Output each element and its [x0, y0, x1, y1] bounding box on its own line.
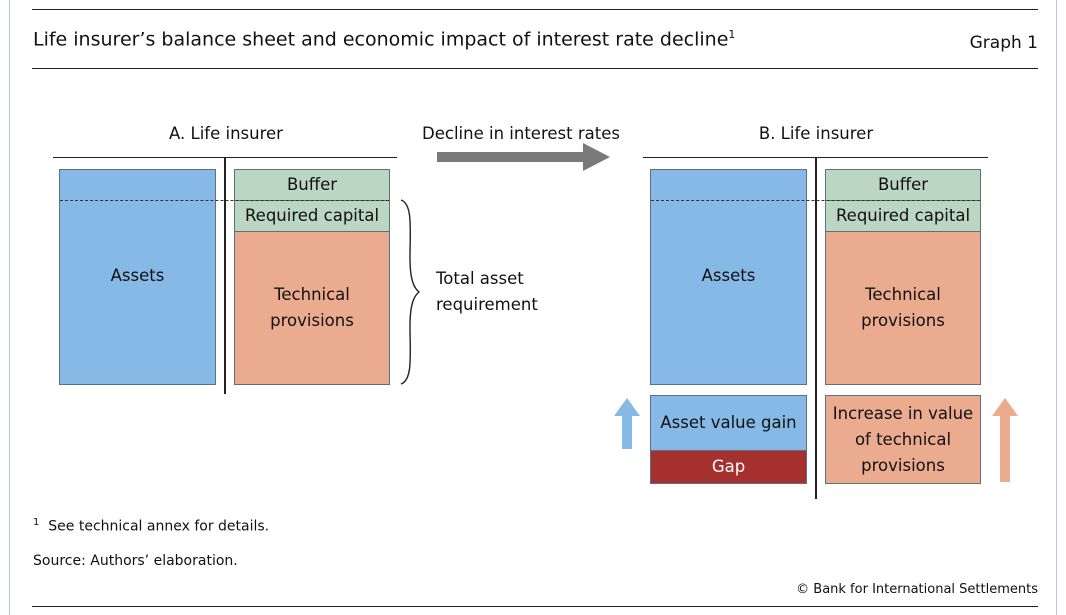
graph-title: Life insurer’s balance sheet and economi… [33, 28, 736, 51]
panel-b-assets-box: Assets [650, 169, 807, 385]
copyright: © Bank for International Settlements [796, 582, 1038, 597]
panel-a-dashed-line [60, 200, 389, 201]
footnote-marker: 1 [33, 517, 40, 528]
panel-b-dashed-line [651, 200, 980, 201]
panel-a-required-capital-box: Required capital [234, 200, 390, 232]
right-frame-edge [1056, 0, 1057, 615]
source-note: Source: Authors’ elaboration. [33, 553, 238, 569]
panel-a-assets-box: Assets [59, 169, 216, 385]
transition-arrow-icon [437, 143, 610, 171]
asset-value-gain-box: Asset value gain [650, 395, 807, 451]
panel-a-buffer-box: Buffer [234, 169, 390, 201]
asset-increase-arrow-icon [614, 398, 640, 449]
panel-b-technical-provisions-box: Technical provisions [825, 231, 981, 385]
panel-b-required-capital-box: Required capital [825, 200, 981, 232]
left-frame-edge [9, 0, 10, 615]
panel-a-heading: A. Life insurer [169, 124, 283, 143]
title-rule [32, 68, 1038, 69]
top-rule [32, 9, 1038, 10]
panel-a-divider [224, 157, 226, 394]
graph-number: Graph 1 [969, 33, 1038, 53]
panel-b-divider [815, 157, 817, 499]
gap-box: Gap [650, 450, 807, 484]
title-footnote-marker: 1 [728, 28, 736, 41]
total-asset-requirement-brace [400, 199, 421, 385]
bottom-rule [32, 606, 1038, 607]
transition-label: Decline in interest rates [422, 124, 620, 143]
provisions-increase-arrow-icon [992, 398, 1018, 482]
panel-a-technical-provisions-box: Technical provisions [234, 231, 390, 385]
panel-b-heading: B. Life insurer [758, 124, 874, 143]
footnote: 1 See technical annex for details. [33, 517, 270, 535]
total-asset-requirement-label: Total asset requirement [436, 269, 538, 314]
increase-technical-provisions-box: Increase in value of technical provision… [825, 395, 981, 484]
